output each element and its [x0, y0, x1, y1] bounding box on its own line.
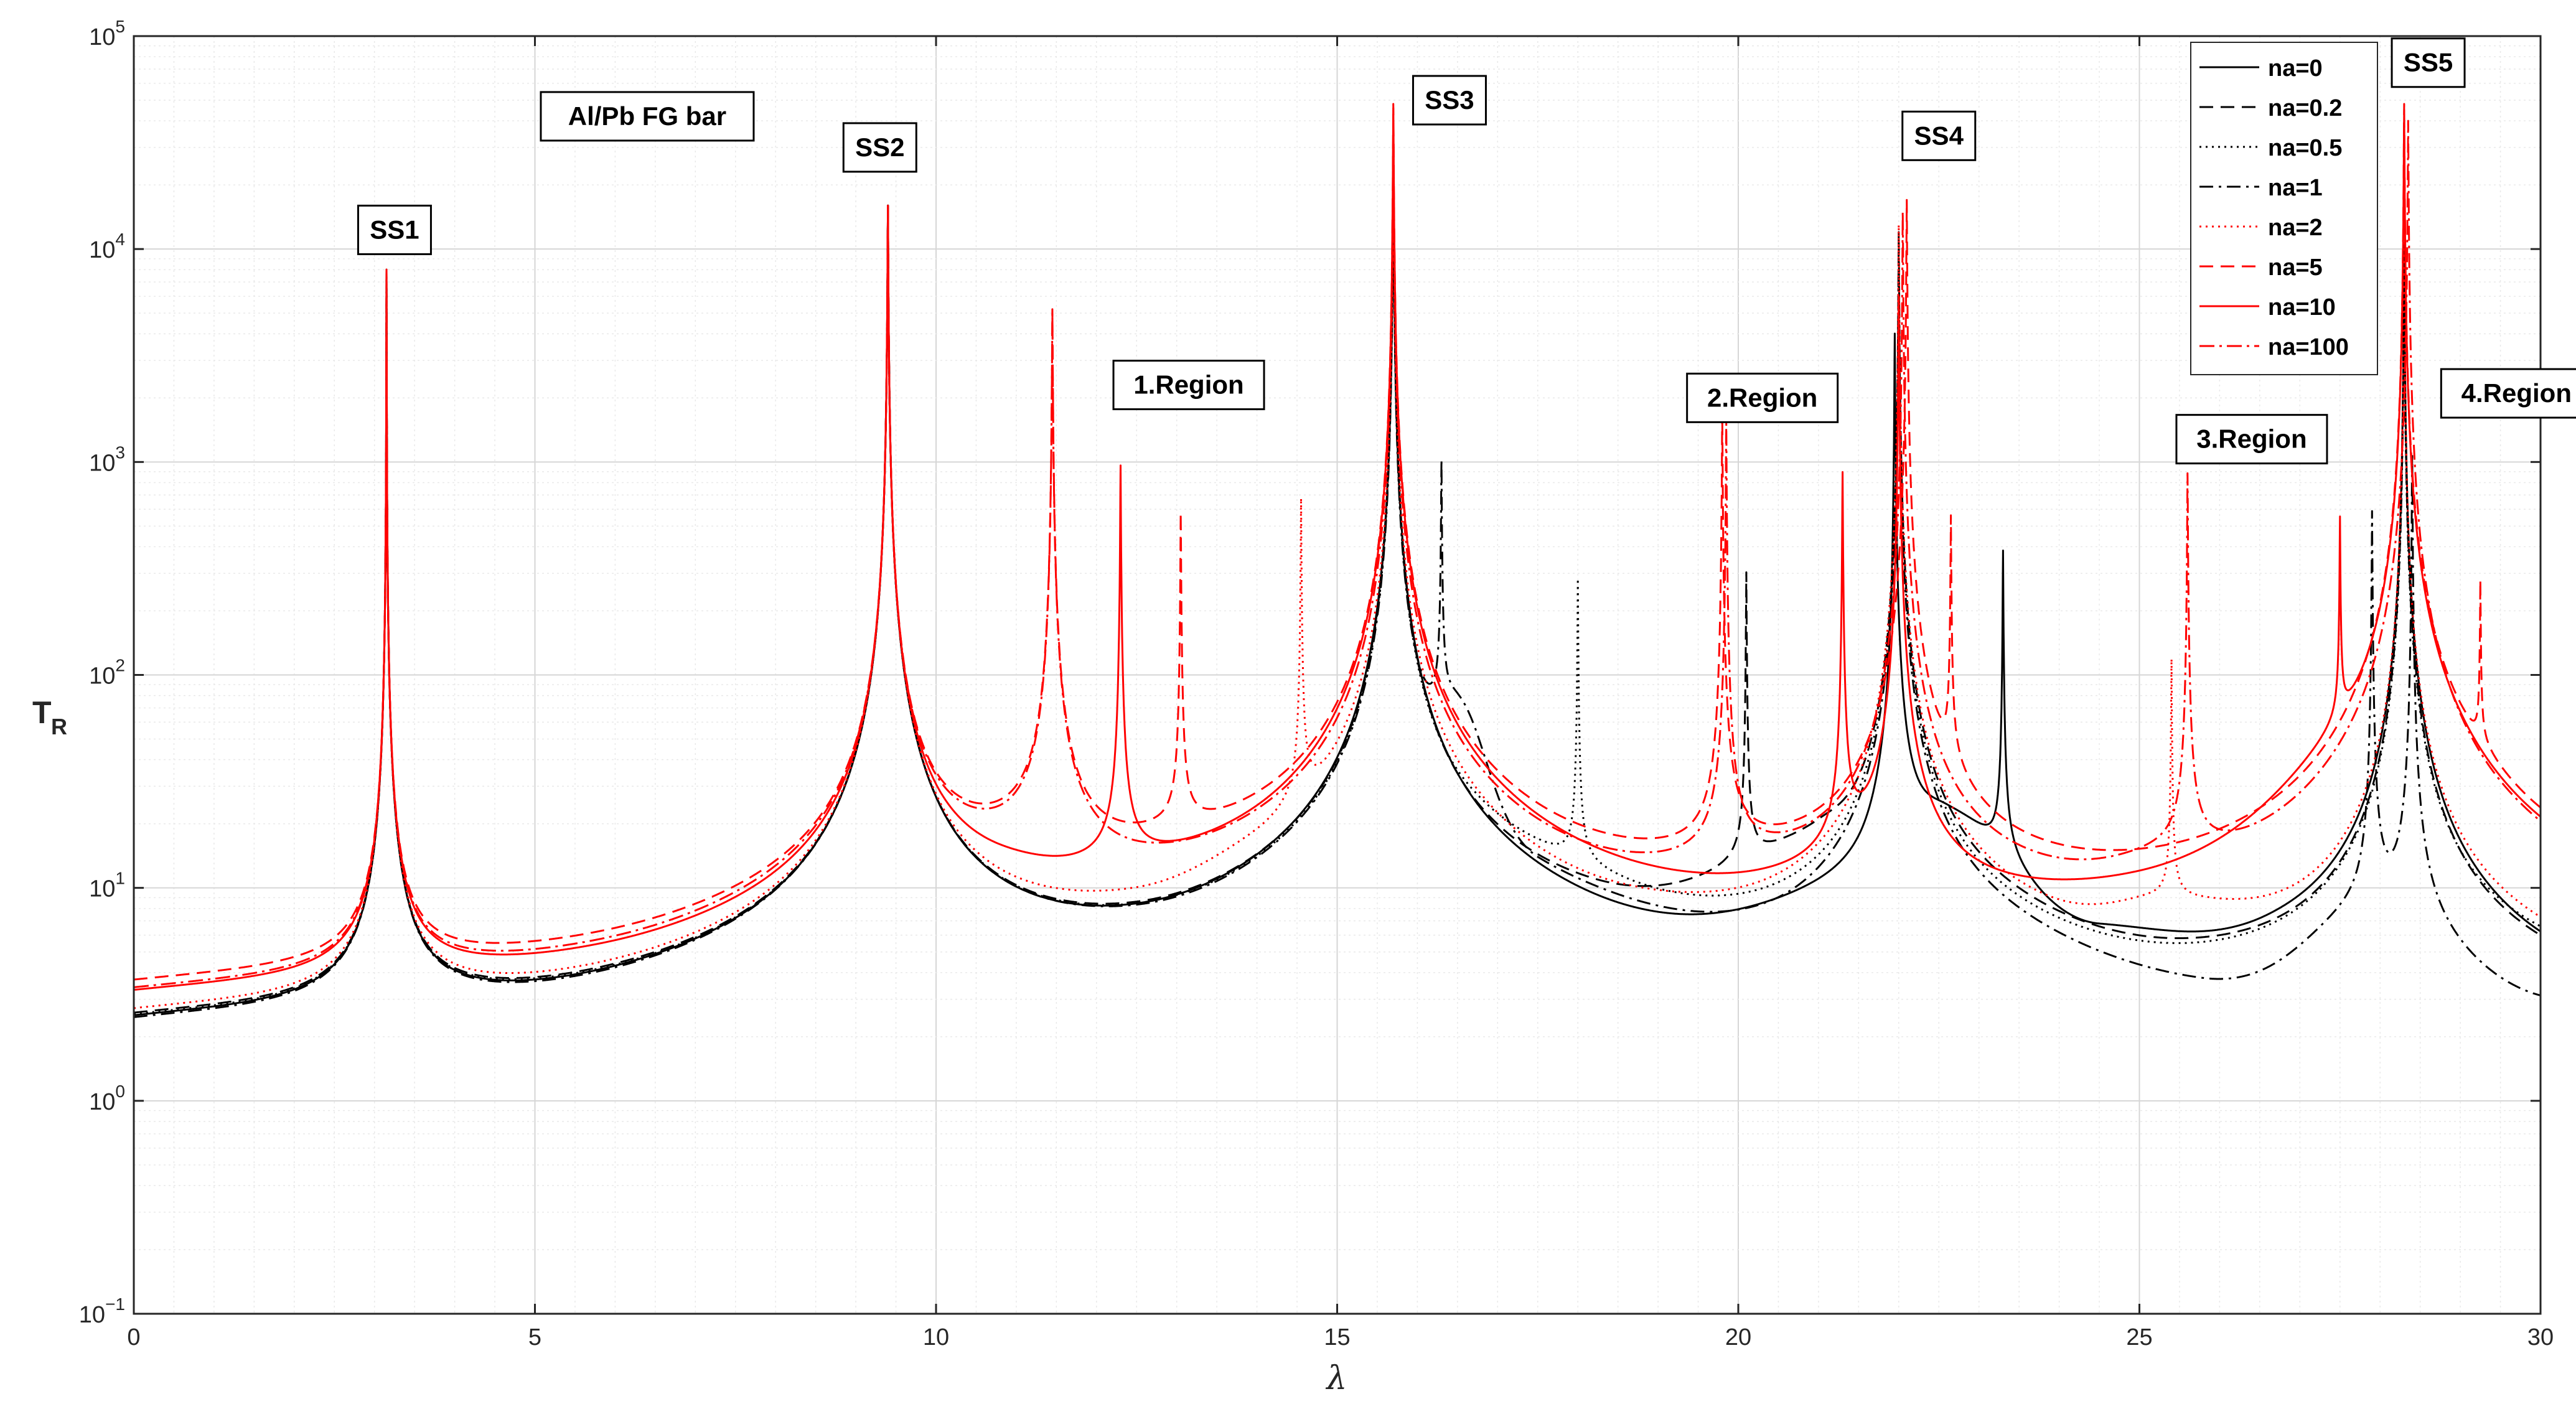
x-axis-label: λ: [1326, 1360, 1347, 1397]
annotation-text: SS2: [855, 133, 904, 162]
x-tick-label: 20: [1725, 1324, 1751, 1350]
legend-label: na=2: [2268, 215, 2323, 241]
legend-item: na=0: [2199, 55, 2323, 82]
annotation-3-region: 3.Region: [2175, 414, 2328, 465]
annotation-box: [540, 91, 755, 142]
y-tick-label: 100: [89, 1082, 125, 1115]
series-lines: [134, 103, 2541, 1018]
legend-label: na=1: [2268, 175, 2323, 201]
annotation-ss3: SS3: [1412, 75, 1487, 126]
y-tick-label: 102: [89, 656, 125, 690]
x-tick-label: 5: [528, 1324, 541, 1350]
annotation-text: SS1: [370, 215, 419, 244]
y-axis-label: T R: [32, 695, 67, 739]
annotation-box: [357, 204, 432, 255]
legend-label: na=0: [2268, 55, 2323, 82]
legend-item: na=0.5: [2199, 135, 2342, 161]
annotation-box: [1686, 372, 1839, 423]
annotation-text: SS3: [1425, 85, 1474, 115]
legend-label: na=0.2: [2268, 95, 2342, 121]
legend-item: na=5: [2199, 255, 2323, 281]
y-axis-label-main: T: [32, 695, 52, 730]
annotation-box: [842, 122, 917, 173]
annotation-text: 3.Region: [2196, 424, 2307, 454]
annotation-text: Al/Pb FG bar: [568, 101, 726, 131]
annotation-ss5: SS5: [2391, 37, 2466, 88]
y-tick-label: 104: [89, 230, 125, 263]
x-tick-label: 10: [923, 1324, 949, 1350]
annotation-box: [2175, 414, 2328, 465]
x-tick-label: 0: [127, 1324, 140, 1350]
x-tick-label: 15: [1324, 1324, 1350, 1350]
legend-item: na=100: [2199, 334, 2349, 360]
axis-ticks: 0 5 10 15 20 25 30 10−1 100 101 102 103 104 105: [79, 17, 2554, 1350]
annotation-ss2: SS2: [842, 122, 917, 173]
series-line-na-0_5: [134, 163, 2541, 1015]
x-tick-label: 30: [2527, 1324, 2554, 1350]
annotation-box: [2440, 368, 2576, 419]
series-line-na-100: [134, 119, 2541, 988]
legend-label: na=0.5: [2268, 135, 2342, 161]
legend-item: na=10: [2199, 294, 2336, 321]
legend-item: na=0.2: [2199, 95, 2342, 121]
legend-label: na=5: [2268, 255, 2323, 281]
series-line-na-1: [134, 167, 2541, 1018]
annotations: Al/Pb FG bar SS1 SS2 SS3 SS4 SS5 1.Region 2.Reg…: [357, 37, 2576, 465]
annotation-ss4: SS4: [1901, 110, 1977, 161]
annotation-2-region: 2.Region: [1686, 372, 1839, 423]
annotation-box: [1901, 110, 1977, 161]
legend-label: na=100: [2268, 334, 2349, 360]
annotation-ss1: SS1: [357, 204, 432, 255]
annotation-box: [1112, 360, 1265, 411]
grid: [134, 36, 2541, 1314]
series-line-na-2: [134, 146, 2541, 1009]
series-line-na-5: [134, 103, 2541, 981]
legend: na=0 na=0.2 na=0.5 na=1 na=2 na=5 na=10 na=100: [2190, 42, 2378, 375]
series-line-na-10: [134, 106, 2541, 991]
y-axis-label-subscript: R: [51, 714, 67, 739]
y-tick-label: 103: [89, 442, 125, 476]
x-tick-label: 25: [2126, 1324, 2152, 1350]
annotation-text: 4.Region: [2461, 378, 2572, 408]
legend-item: na=1: [2199, 175, 2323, 201]
y-tick-label: 105: [89, 17, 125, 50]
legend-label: na=10: [2268, 294, 2336, 321]
y-tick-label: 10−1: [79, 1294, 125, 1328]
annotation-text: 1.Region: [1133, 370, 1244, 400]
annotation-box: [2391, 37, 2466, 88]
legend-item: na=2: [2199, 215, 2323, 241]
annotation-al-pb-fg-bar: Al/Pb FG bar: [540, 91, 755, 142]
annotation-4-region: 4.Region: [2440, 368, 2576, 419]
annotation-box: [1412, 75, 1487, 126]
series-line-na-0_2: [134, 159, 2541, 1014]
y-tick-label: 101: [89, 869, 125, 902]
annotation-text: 2.Region: [1707, 383, 1817, 412]
legend-box: [2190, 42, 2378, 375]
annotation-1-region: 1.Region: [1112, 360, 1265, 411]
annotation-text: SS4: [1914, 121, 1964, 150]
annotation-text: SS5: [2404, 48, 2453, 77]
